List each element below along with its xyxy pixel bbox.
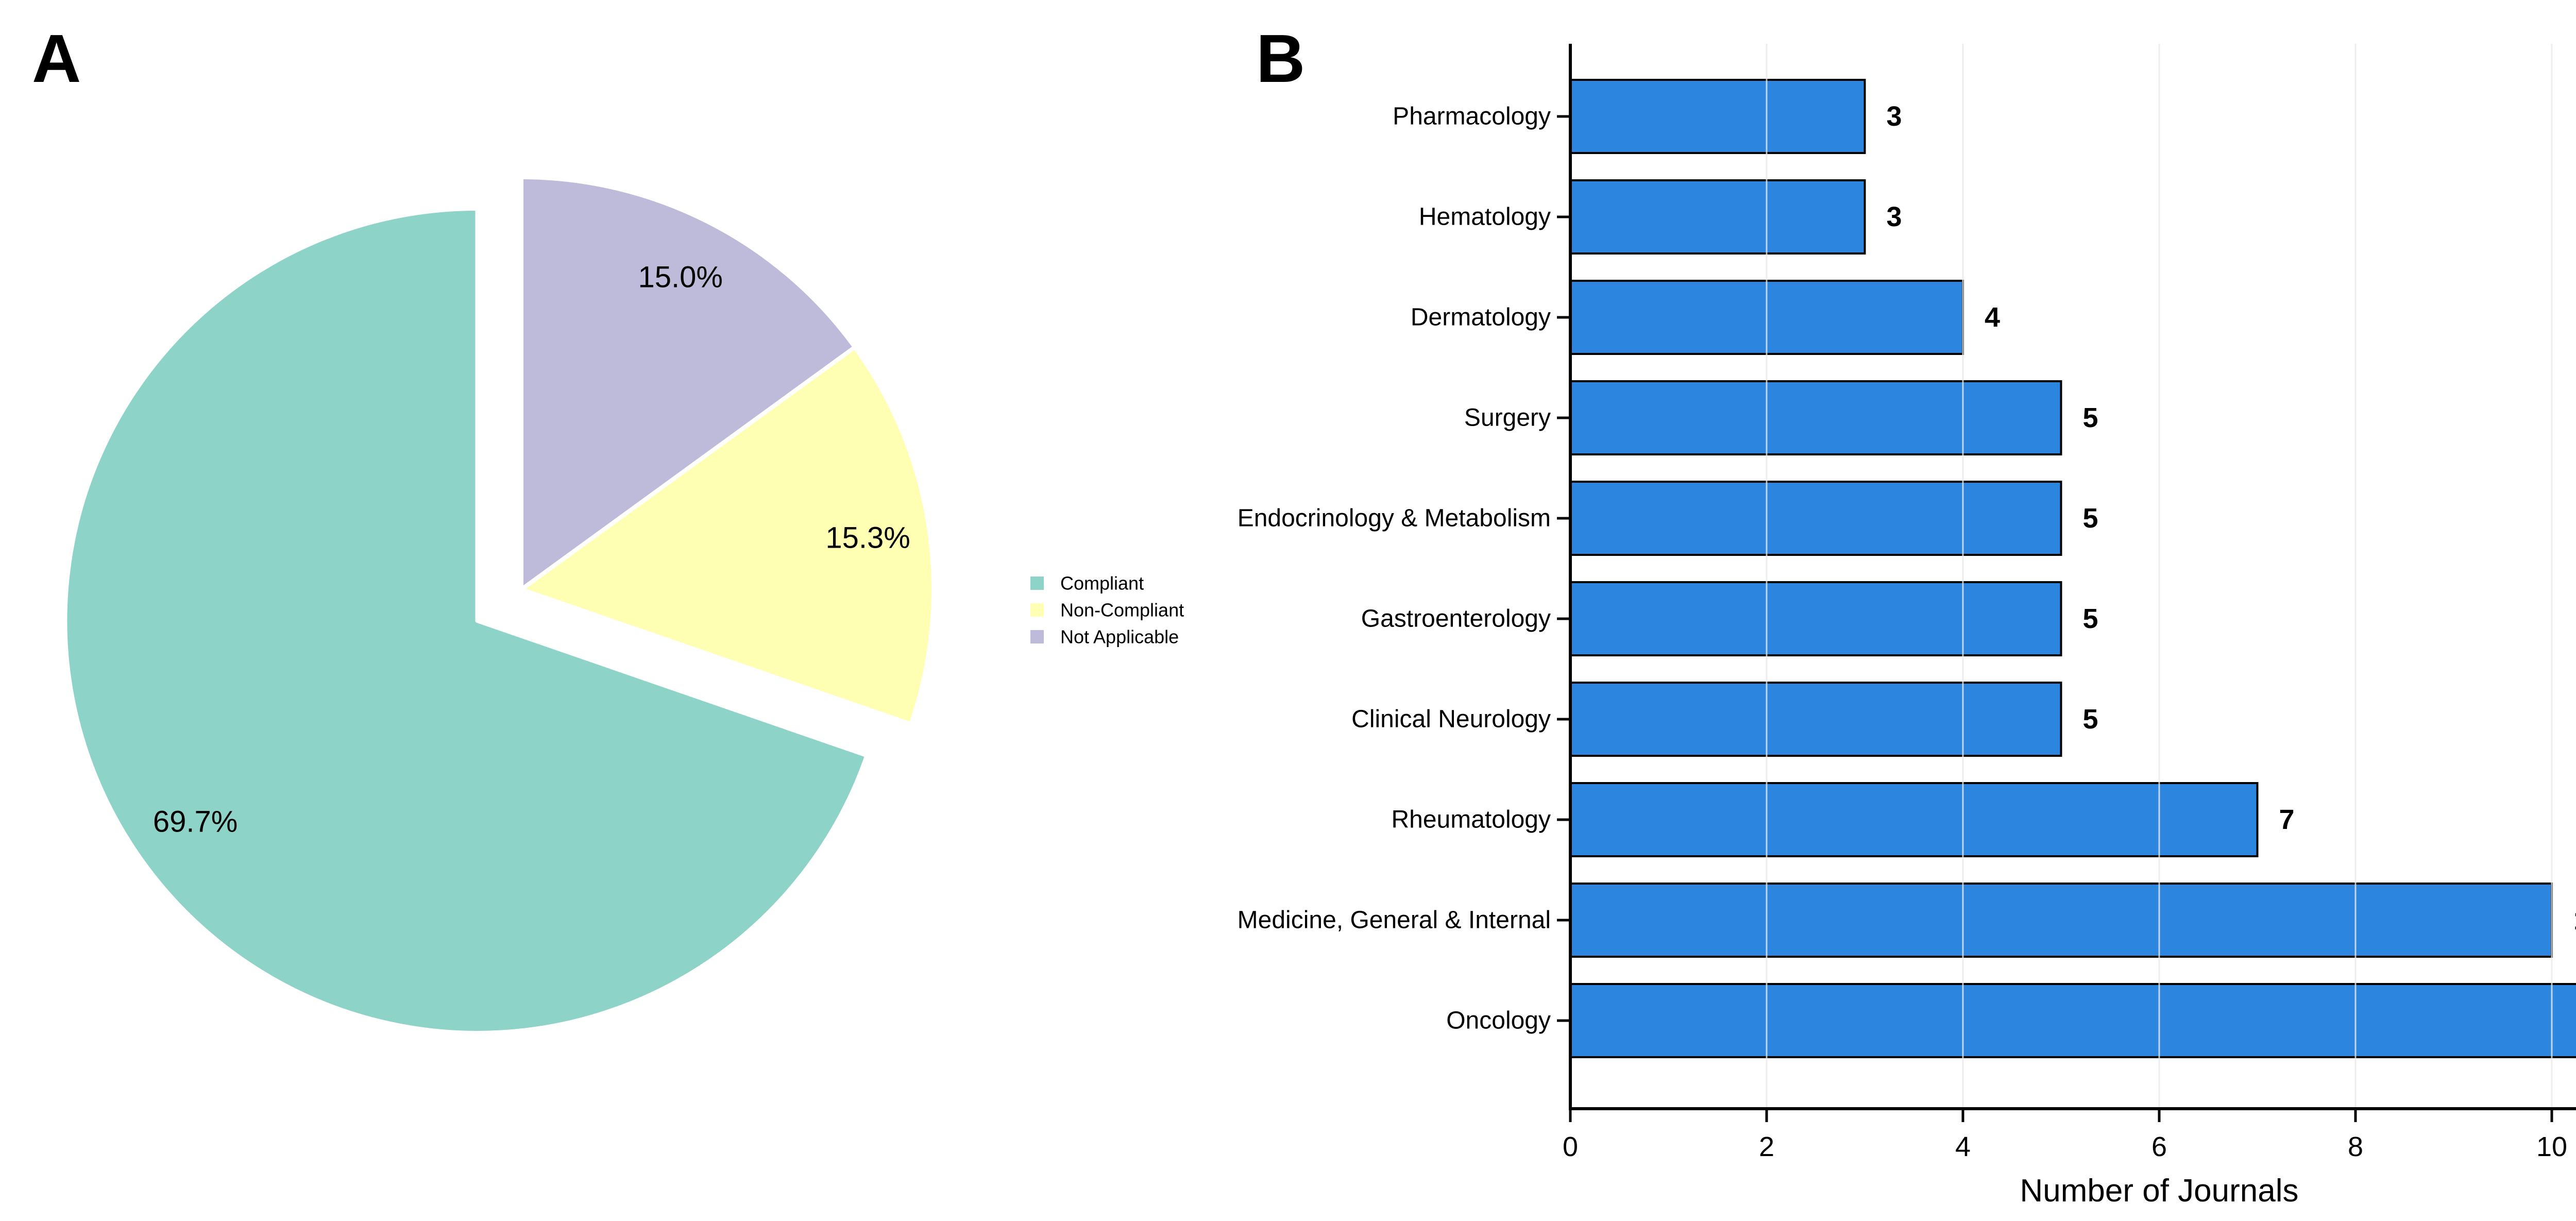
bar-category-label-2: Dermatology	[1411, 304, 1551, 331]
bar-value-label-0: 3	[1887, 101, 1902, 132]
x-tick-label-4: 4	[1955, 1131, 1971, 1162]
bar-category-label-9: Oncology	[1446, 1007, 1551, 1035]
bar-8	[1569, 883, 2553, 958]
bar-value-label-1: 3	[1887, 201, 1902, 232]
x-tick-label-8: 8	[2348, 1131, 2363, 1162]
legend-a-label-0: Compliant	[1060, 573, 1144, 594]
bar-category-label-3: Surgery	[1464, 404, 1551, 432]
bar-value-label-3: 5	[2083, 402, 2098, 433]
legend-a-swatch-2	[1030, 630, 1044, 643]
x-axis-title: Number of Journals	[2020, 1173, 2298, 1209]
bar-category-label-1: Hematology	[1419, 204, 1551, 231]
bar-category-label-4: Endocrinology & Metabolism	[1238, 505, 1551, 532]
legend-a-label-2: Not Applicable	[1060, 626, 1179, 648]
bar-category-label-5: Gastroenterology	[1361, 605, 1551, 633]
x-tick-label-0: 0	[1563, 1131, 1578, 1162]
bar-3	[1569, 380, 2062, 455]
pie-pct-label-a-1: 15.3%	[825, 521, 910, 554]
bar-category-label-0: Pharmacology	[1393, 103, 1551, 130]
bar-value-label-2: 4	[1985, 302, 2000, 333]
bar-value-label-8: 10	[2573, 905, 2576, 936]
bar-value-label-4: 5	[2083, 503, 2098, 534]
legend-a-swatch-0	[1030, 576, 1044, 590]
bar-0	[1569, 79, 1866, 154]
bar-1	[1569, 179, 1866, 255]
x-tick-label-10: 10	[2536, 1131, 2567, 1162]
pie-slice-a-1	[519, 345, 936, 726]
bar-value-label-6: 5	[2083, 704, 2098, 735]
bar-category-label-8: Medicine, General & Internal	[1238, 907, 1551, 934]
panel-label-a: A	[32, 21, 81, 96]
pie-pct-label-a-2: 15.0%	[638, 261, 722, 294]
bar-value-label-7: 7	[2279, 804, 2295, 835]
bar-6	[1569, 682, 2062, 757]
pie-pct-label-a-0: 69.7%	[153, 805, 238, 838]
bar-7	[1569, 782, 2259, 857]
pie-slice-a-0	[63, 206, 869, 1035]
bar-value-label-5: 5	[2083, 603, 2098, 634]
legend-a-swatch-1	[1030, 603, 1044, 617]
bar-9	[1569, 983, 2576, 1058]
bar-category-label-7: Rheumatology	[1391, 806, 1551, 834]
legend-a-label-1: Non-Compliant	[1060, 600, 1184, 621]
bar-category-label-6: Clinical Neurology	[1351, 706, 1551, 733]
bar-4	[1569, 481, 2062, 556]
pie-slice-a-2	[519, 175, 857, 591]
x-tick-label-2: 2	[1759, 1131, 1774, 1162]
x-tick-label-6: 6	[2151, 1131, 2167, 1162]
bar-5	[1569, 581, 2062, 656]
panel-label-b: B	[1256, 21, 1306, 96]
